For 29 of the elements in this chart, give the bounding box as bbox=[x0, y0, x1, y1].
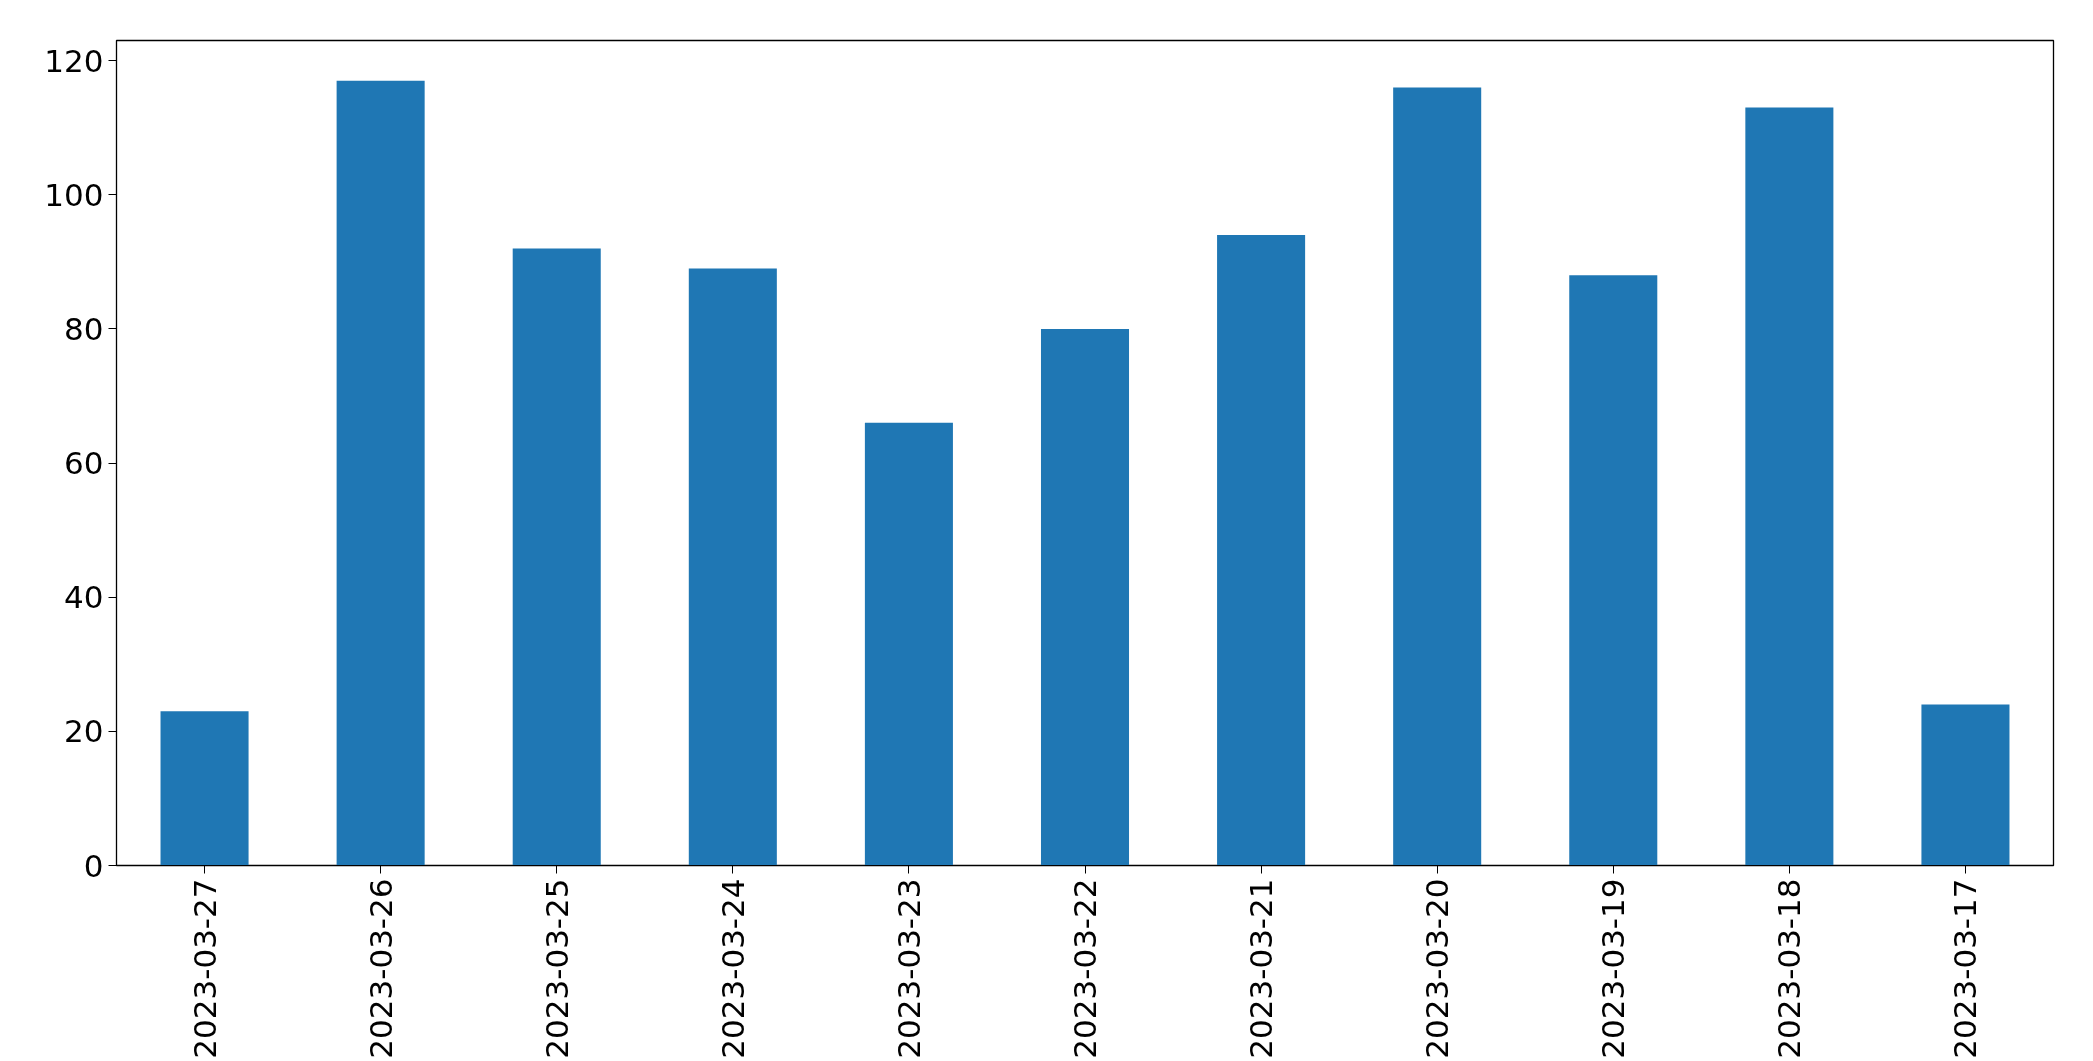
bar bbox=[160, 711, 249, 866]
y-tick-label: 80 bbox=[64, 310, 104, 347]
x-tick-label: 2023-03-17 bbox=[1947, 878, 1984, 1059]
bar bbox=[864, 422, 953, 866]
x-tick-label: 2023-03-18 bbox=[1771, 878, 1808, 1059]
y-tick-label: 0 bbox=[83, 847, 104, 884]
bar bbox=[1393, 87, 1482, 866]
y-tick-label: 20 bbox=[64, 713, 104, 750]
x-tick-label: 2023-03-24 bbox=[714, 878, 751, 1059]
x-tick-label: 2023-03-27 bbox=[186, 878, 223, 1059]
bar bbox=[1569, 275, 1658, 866]
y-tick-label: 60 bbox=[64, 445, 104, 482]
x-tick-label: 2023-03-21 bbox=[1243, 878, 1280, 1059]
x-tick-label: 2023-03-22 bbox=[1067, 878, 1103, 1059]
bar bbox=[336, 80, 425, 866]
x-tick-label: 2023-03-25 bbox=[538, 878, 575, 1059]
bar bbox=[1217, 235, 1306, 866]
x-tick-label: 2023-03-23 bbox=[890, 878, 927, 1059]
bar bbox=[512, 248, 601, 866]
bar bbox=[688, 268, 777, 866]
bar bbox=[1040, 328, 1130, 866]
x-tick-label: 2023-03-19 bbox=[1595, 878, 1632, 1059]
x-tick-label: 2023-03-20 bbox=[1419, 878, 1456, 1059]
y-tick-label: 40 bbox=[64, 579, 104, 616]
y-tick-label: 120 bbox=[44, 42, 104, 79]
x-tick-label: 2023-03-26 bbox=[362, 878, 399, 1059]
bar bbox=[1921, 704, 2010, 866]
bar bbox=[1745, 107, 1834, 866]
y-tick-label: 100 bbox=[44, 176, 104, 213]
